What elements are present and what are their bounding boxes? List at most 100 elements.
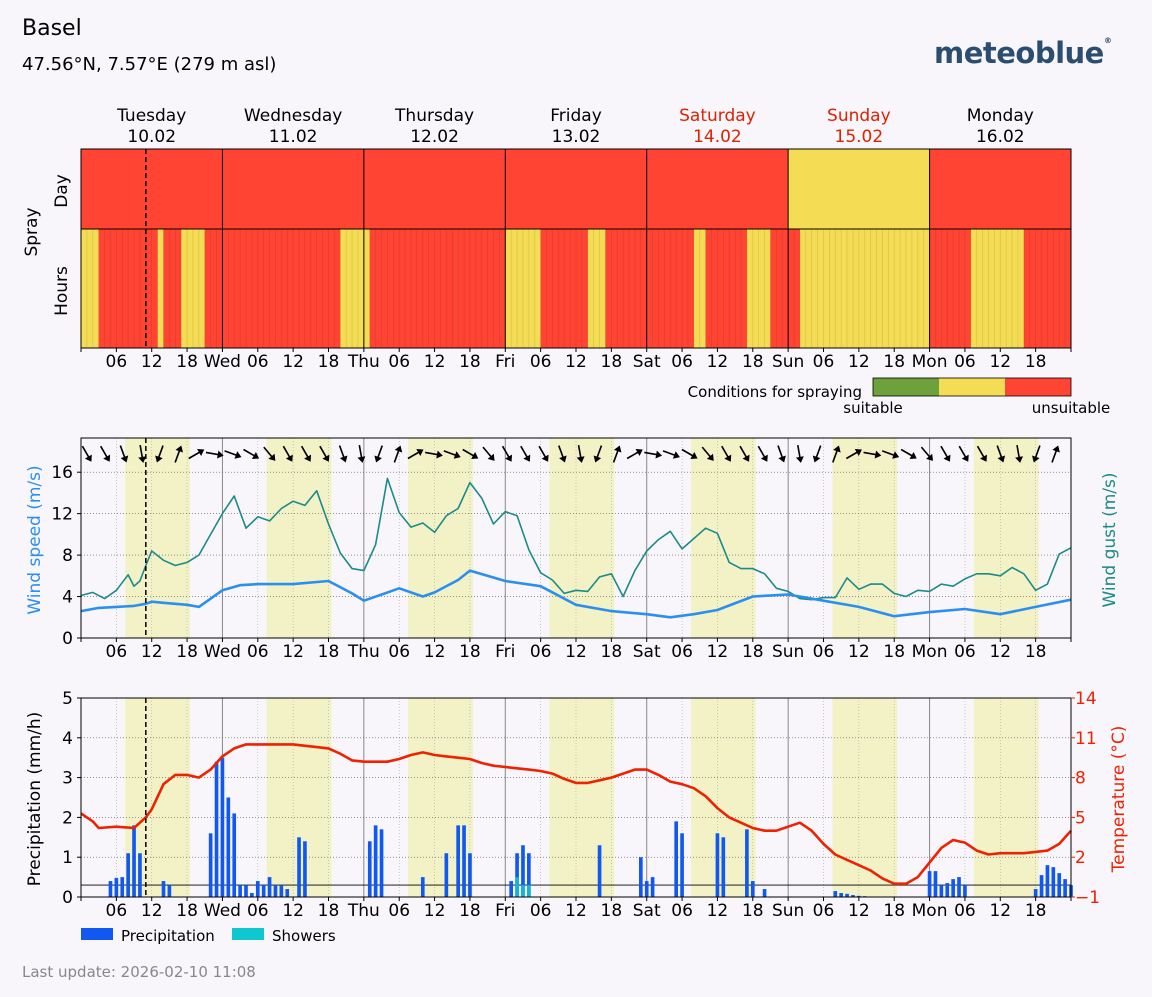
precip-bar [161, 881, 166, 897]
precip-bar [939, 885, 944, 897]
spray-hour-segment [970, 229, 1025, 348]
precip-tick-hour: 06 [247, 901, 269, 921]
spray-tick-hour: 18 [742, 352, 764, 372]
precip-bar [1039, 875, 1044, 897]
day-name-tue: Tuesday [116, 106, 186, 126]
showers-bar [527, 885, 531, 897]
wind-ytick-label: 4 [62, 588, 73, 608]
precip-bar [1051, 867, 1056, 897]
precip-bar [220, 757, 225, 897]
wind-direction-arrow [881, 450, 900, 459]
spray-hour-segment [163, 229, 182, 348]
spray-tick-hour: 06 [671, 352, 693, 372]
precip-bar [367, 841, 372, 897]
wind-daylight-band [266, 438, 332, 638]
wind-daylight-band [408, 438, 473, 638]
spray-tick-day-mon: Mon [912, 352, 948, 372]
precip-bar [114, 877, 119, 897]
spray-hour-segment [841, 229, 930, 348]
wind-direction-arrow [538, 445, 549, 462]
wind-direction-arrow [357, 444, 366, 463]
precip-tick-hour: 12 [565, 901, 587, 921]
precip-bar [456, 825, 460, 897]
wind-gust-line [80, 477, 1072, 601]
precip-bar [945, 883, 950, 897]
wind-direction-arrow [338, 445, 348, 463]
spray-tick-hour: 18 [176, 352, 198, 372]
precip-ytick-label: 4 [62, 729, 73, 749]
wind-daylight-band [973, 438, 1039, 638]
spray-tick-hour: 18 [318, 352, 340, 372]
precip-bar [680, 833, 684, 897]
spray-legend-swatch [939, 378, 1005, 396]
wind-direction-arrow [138, 444, 147, 463]
precip-bar [515, 853, 519, 897]
wind-direction-arrow [393, 445, 403, 463]
wind-tick-hour: 06 [954, 642, 976, 662]
precip-bar [833, 891, 838, 897]
precip-bar [138, 853, 142, 897]
precip-tick-hour: 18 [459, 901, 481, 921]
precip-bar [715, 833, 720, 897]
spray-tick-hour: 06 [813, 352, 835, 372]
wind-direction-arrow [174, 445, 184, 463]
wind-tick-hour: 18 [459, 642, 481, 662]
wind-direction-arrow [644, 450, 663, 459]
wind-daylight-band [549, 438, 615, 638]
precip-tick-hour: 06 [388, 901, 410, 921]
spray-tick-hour: 06 [388, 352, 410, 372]
wind-tick-day-fri: Fri [495, 642, 515, 662]
spray-hour-segment [204, 229, 341, 348]
precip-tick-hour: 18 [176, 901, 198, 921]
wind-tick-hour: 06 [813, 642, 835, 662]
wind-direction-arrow [520, 445, 531, 462]
spray-day-cell-sun [788, 149, 930, 229]
precip-bar [650, 877, 655, 897]
precip-bar [638, 857, 643, 897]
precip-bar [279, 885, 284, 897]
precip-bar [927, 871, 932, 897]
spray-tick-hour: 12 [707, 352, 729, 372]
spray-row-hours-label: Hours [52, 266, 72, 316]
wind-gust-axis-label: Wind gust (m/s) [1100, 472, 1120, 607]
last-update: Last update: 2026-02-10 11:08 [22, 963, 256, 981]
precip-ytick-label: 3 [62, 769, 73, 789]
precip-tick-hour: 18 [883, 901, 905, 921]
spray-tick-hour: 12 [565, 352, 587, 372]
precip-bar [674, 821, 679, 897]
precip-bar [297, 837, 301, 897]
wind-direction-arrow [243, 448, 260, 459]
precip-bar [108, 881, 113, 897]
spray-hour-segment [770, 229, 789, 348]
day-date-tue: 10.02 [127, 127, 176, 147]
showers-bar [521, 885, 525, 897]
precip-bar [126, 853, 130, 897]
precip-bar [379, 829, 384, 897]
spray-hour-segment [705, 229, 748, 348]
wind-direction-arrow [976, 445, 987, 462]
precip-bar [261, 885, 266, 897]
wind-tick-hour: 12 [989, 642, 1011, 662]
precip-bar [1045, 865, 1050, 897]
spray-hour-segment [505, 229, 541, 348]
wind-tick-hour: 18 [318, 642, 340, 662]
meteoblue-logo[interactable]: meteoblue® [934, 36, 1112, 70]
precip-bar [462, 825, 466, 897]
wind-speed-axis-label: Wind speed (m/s) [25, 465, 45, 614]
spray-tick-hour: 12 [141, 352, 163, 372]
precip-bar [851, 895, 855, 897]
wind-ytick-label: 12 [51, 505, 73, 525]
wind-direction-arrow [407, 449, 424, 460]
wind-direction-arrow [155, 445, 164, 463]
spray-day-cell-tue [81, 149, 223, 229]
wind-direction-arrow [443, 450, 461, 459]
spray-tick-day-sun: Sun [772, 352, 804, 372]
precip-ytick-label: 0 [62, 888, 73, 908]
spray-hour-segment [929, 229, 972, 348]
precip-bar [1033, 889, 1038, 897]
precip-tick-hour: 18 [601, 901, 623, 921]
temp-ytick-label: 5 [1075, 808, 1086, 828]
wind-direction-arrow [739, 445, 750, 462]
wind-direction-arrow [300, 445, 312, 462]
day-date-sat: 14.02 [693, 127, 742, 147]
